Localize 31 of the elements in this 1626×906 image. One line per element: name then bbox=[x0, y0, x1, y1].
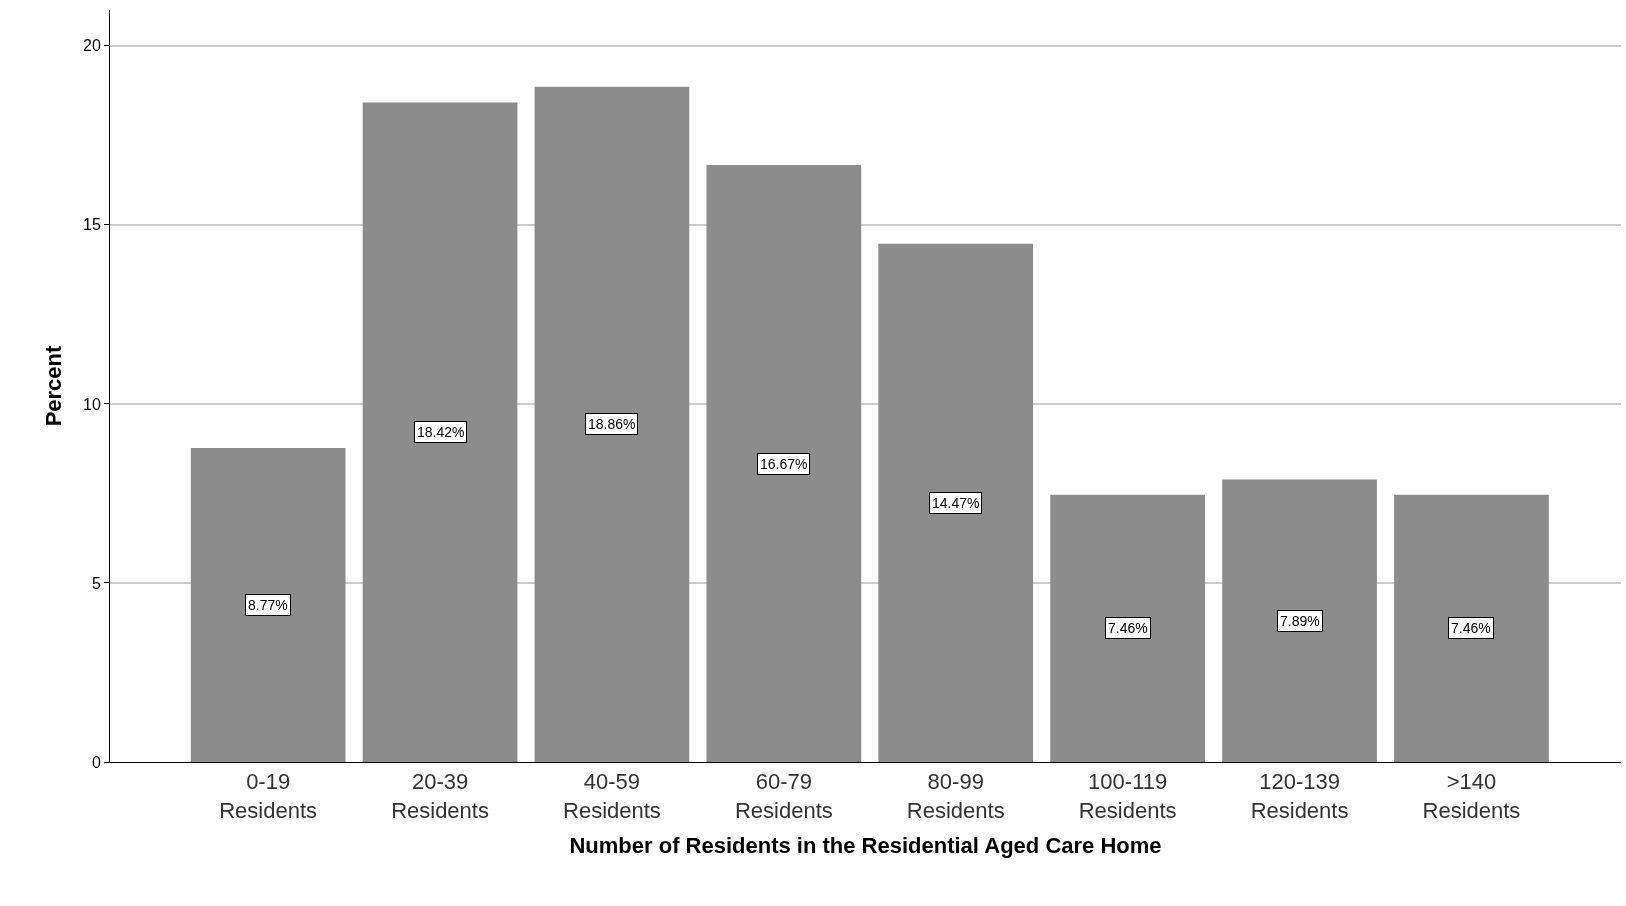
data-label: 18.86% bbox=[588, 416, 636, 432]
y-tick-label: 5 bbox=[91, 574, 101, 592]
x-tick-label: 0-19 Residents bbox=[219, 769, 318, 823]
x-tick-label: >140 Residents bbox=[1422, 769, 1521, 823]
y-tick-label: 10 bbox=[83, 395, 101, 413]
x-tick-label: 120-139 Residents bbox=[1250, 769, 1349, 823]
bar bbox=[1222, 479, 1377, 762]
y-tick-label: 0 bbox=[91, 753, 101, 771]
data-label: 18.42% bbox=[417, 424, 465, 440]
x-tick-label: 100-119 Residents bbox=[1078, 769, 1177, 823]
bar bbox=[878, 243, 1034, 762]
y-tick-label: 15 bbox=[83, 216, 101, 234]
y-tick-label: 20 bbox=[83, 37, 101, 55]
data-label: 7.46% bbox=[1108, 620, 1148, 636]
bar bbox=[362, 102, 518, 762]
x-tick-label: 40-59 Residents bbox=[563, 769, 661, 823]
data-label: 14.47% bbox=[932, 495, 980, 511]
data-label: 7.46% bbox=[1451, 620, 1491, 636]
data-label: 8.77% bbox=[248, 597, 288, 613]
bar bbox=[1050, 494, 1205, 762]
bar bbox=[1394, 494, 1549, 762]
bar bbox=[190, 447, 346, 762]
x-tick-label: 80-99 Residents bbox=[906, 769, 1005, 823]
data-label: 7.89% bbox=[1280, 613, 1320, 629]
y-axis-title: Percent bbox=[40, 344, 66, 427]
x-tick-label: 60-79 Residents bbox=[734, 769, 833, 823]
bar bbox=[706, 165, 862, 762]
bar bbox=[534, 86, 690, 762]
data-label: 16.67% bbox=[760, 456, 808, 472]
x-tick-label: 20-39 Residents bbox=[391, 769, 489, 823]
x-axis-title: Number of Residents in the Residential Aged Care Home bbox=[569, 832, 1162, 858]
